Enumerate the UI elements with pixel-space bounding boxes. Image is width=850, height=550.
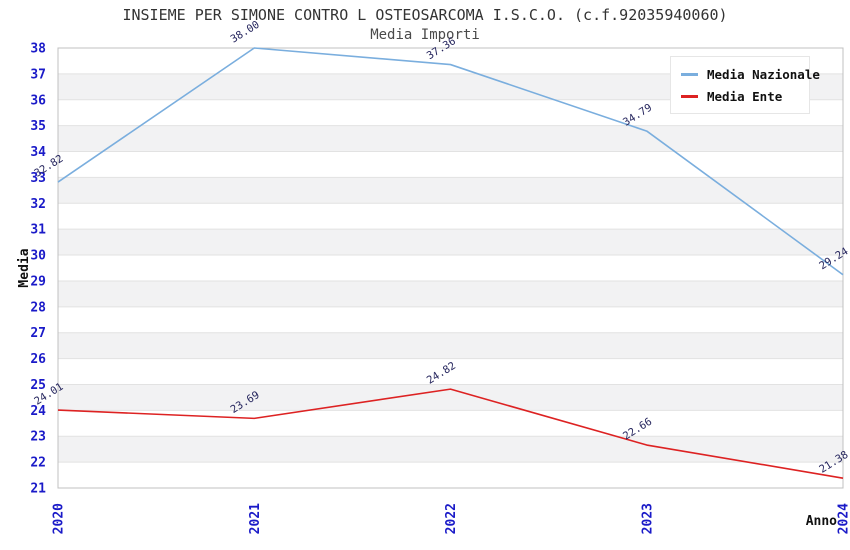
y-tick-label: 35 <box>30 119 46 134</box>
y-tick-label: 28 <box>30 300 46 315</box>
data-label: 38.00 <box>228 19 261 46</box>
y-axis-ticks: 21 22 23 24 25 26 27 28 29 30 31 32 33 34 35 36 37 38 <box>30 42 46 497</box>
grid-band <box>58 177 843 204</box>
y-tick-label: 25 <box>30 378 46 393</box>
x-axis-ticks: 2020 2021 2022 2023 2024 <box>52 503 850 534</box>
grid-band <box>58 229 843 256</box>
grid-band <box>58 280 843 307</box>
y-tick-label: 38 <box>30 42 46 57</box>
y-tick-label: 29 <box>30 274 46 289</box>
y-tick-label: 24 <box>30 404 46 419</box>
y-tick-label: 26 <box>30 352 46 367</box>
y-tick-label: 32 <box>30 197 46 212</box>
chart-subtitle: Media Importi <box>370 27 480 43</box>
grid-band <box>58 436 843 463</box>
chart-legend: Media Nazionale Media Ente <box>670 56 820 114</box>
series-line-media-nazionale <box>57 47 844 276</box>
x-tick-label: 2022 <box>444 503 459 534</box>
y-tick-label: 37 <box>30 67 46 82</box>
plot-background <box>58 48 843 488</box>
legend-swatch-red-line <box>681 94 698 98</box>
legend-item-media-ente: Media Ente <box>681 88 799 104</box>
legend-item-media-nazionale: Media Nazionale <box>681 66 820 82</box>
y-tick-label: 23 <box>30 430 46 445</box>
x-tick-label: 2020 <box>52 503 67 534</box>
y-axis-title: Media <box>17 248 32 287</box>
chart-title: INSIEME PER SIMONE CONTRO L OSTEOSARCOMA… <box>122 6 728 24</box>
grid-band <box>58 332 843 359</box>
y-tick-label: 34 <box>30 145 46 160</box>
y-tick-label: 22 <box>30 456 46 471</box>
y-tick-label: 27 <box>30 326 46 341</box>
grid-bands <box>58 48 843 488</box>
legend-label: Media Ente <box>707 88 783 104</box>
legend-label: Media Nazionale <box>707 66 820 82</box>
x-tick-label: 2021 <box>248 503 263 534</box>
y-tick-label: 30 <box>30 249 46 264</box>
y-tick-label: 33 <box>30 171 46 186</box>
y-tick-label: 31 <box>30 223 46 238</box>
x-axis-title: Anno <box>806 514 837 529</box>
legend-swatch-blue-line <box>681 72 698 76</box>
y-tick-label: 36 <box>30 93 46 108</box>
grid-band <box>58 125 843 152</box>
plot-border <box>57 47 844 489</box>
x-tick-label: 2023 <box>640 503 655 534</box>
series-line-media-ente <box>57 388 844 479</box>
x-tick-label: 2024 <box>837 503 850 534</box>
y-tick-label: 21 <box>30 482 46 497</box>
